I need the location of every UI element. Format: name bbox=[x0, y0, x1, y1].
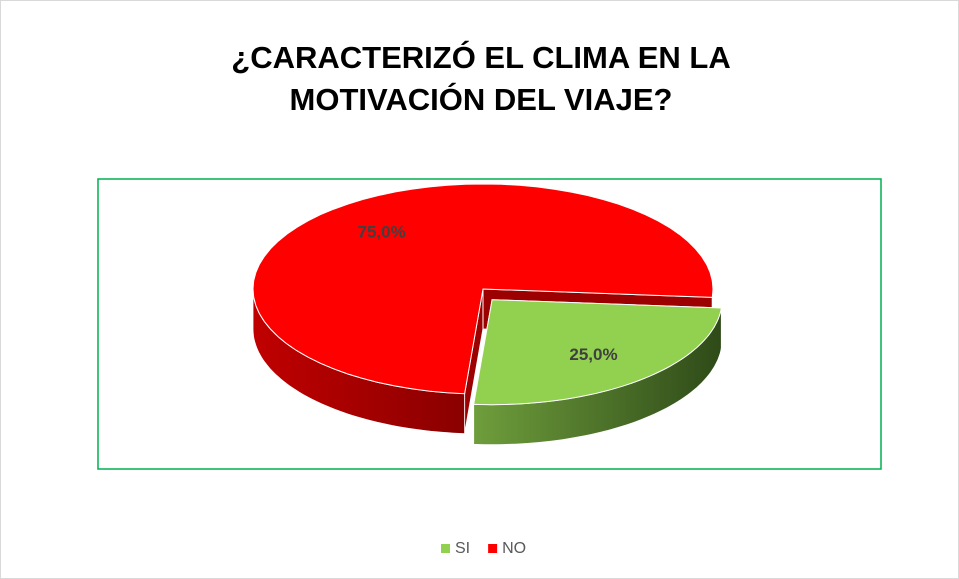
data-label: 25,0% bbox=[569, 345, 617, 364]
legend-label: NO bbox=[502, 540, 526, 557]
legend-swatch bbox=[441, 544, 450, 553]
chart-title: ¿CARACTERIZÓ EL CLIMA EN LA MOTIVACIÓN D… bbox=[231, 40, 731, 117]
legend-swatch bbox=[488, 544, 498, 553]
data-label: 75,0% bbox=[357, 223, 405, 242]
pie-slice bbox=[473, 299, 722, 406]
plot-area bbox=[97, 178, 882, 470]
pie-slice bbox=[252, 183, 714, 395]
legend-label: SI bbox=[455, 540, 470, 557]
